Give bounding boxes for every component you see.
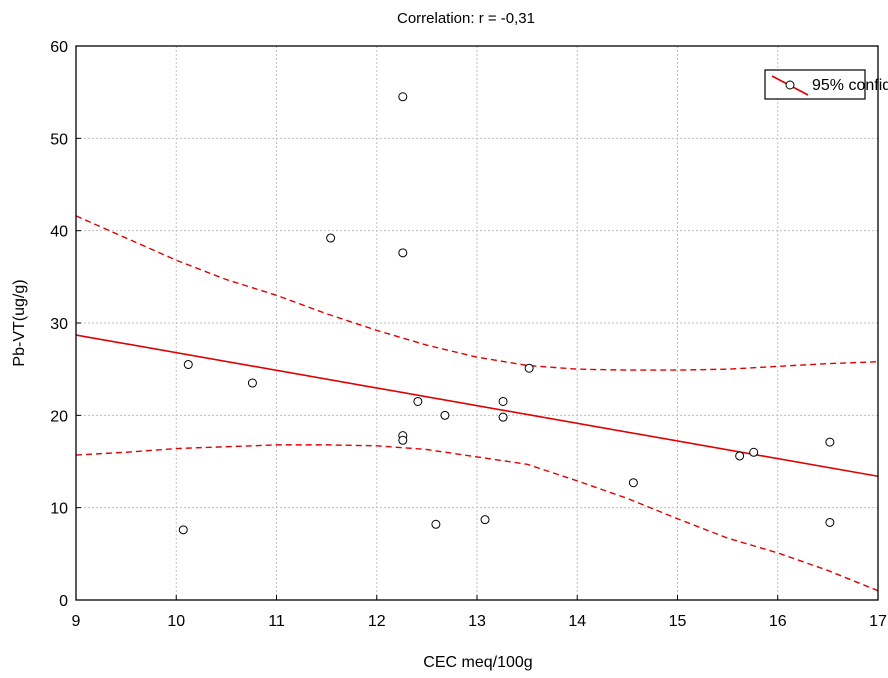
y-tick-label: 10 bbox=[50, 501, 68, 518]
axis-ticks: 9 10 11 12 13 14 15 16 17 0 10 20 30 40 50 60 bbox=[50, 39, 887, 630]
data-point bbox=[440, 410, 450, 420]
legend: 95% confidence bbox=[764, 69, 888, 100]
data-point bbox=[735, 451, 745, 461]
data-point bbox=[431, 519, 441, 529]
y-tick-label: 30 bbox=[50, 316, 68, 333]
data-point bbox=[480, 515, 490, 525]
data-point bbox=[498, 412, 508, 422]
x-tick-label: 10 bbox=[167, 613, 185, 630]
legend-label: 95% confidence bbox=[812, 77, 888, 94]
y-axis-label: Pb-VT(ug/g) bbox=[11, 279, 28, 366]
data-point bbox=[825, 437, 835, 447]
chart-title: Correlation: r = -0,31 bbox=[397, 10, 535, 27]
x-tick-label: 15 bbox=[669, 613, 687, 630]
regression-line bbox=[76, 334, 878, 478]
data-point bbox=[183, 360, 193, 370]
data-point bbox=[398, 248, 408, 258]
y-tick-label: 50 bbox=[50, 131, 68, 148]
data-point bbox=[178, 525, 188, 535]
x-tick-label: 9 bbox=[72, 613, 81, 630]
y-tick-label: 40 bbox=[50, 224, 68, 241]
data-point bbox=[326, 233, 336, 243]
data-point bbox=[628, 478, 638, 488]
data-point bbox=[749, 447, 759, 457]
confidence-upper-band bbox=[76, 215, 878, 371]
y-tick-label: 60 bbox=[50, 39, 68, 56]
x-tick-label: 14 bbox=[568, 613, 586, 630]
data-point bbox=[398, 435, 408, 445]
data-point bbox=[498, 396, 508, 406]
confidence-lower-band bbox=[76, 444, 878, 592]
data-point bbox=[524, 363, 534, 373]
legend-marker-swatch bbox=[785, 80, 795, 90]
y-tick-label: 0 bbox=[59, 593, 68, 610]
x-axis-label: CEC meq/100g bbox=[423, 654, 532, 671]
x-tick-label: 17 bbox=[869, 613, 887, 630]
data-point bbox=[398, 92, 408, 102]
legend-box bbox=[764, 69, 866, 100]
x-tick-label: 16 bbox=[769, 613, 787, 630]
data-point bbox=[825, 517, 835, 527]
points-layer bbox=[178, 92, 835, 535]
data-point bbox=[413, 396, 423, 406]
x-tick-label: 12 bbox=[368, 613, 386, 630]
series-layer bbox=[76, 215, 878, 592]
x-tick-label: 13 bbox=[468, 613, 486, 630]
grid bbox=[76, 46, 878, 600]
y-tick-label: 20 bbox=[50, 408, 68, 425]
x-tick-label: 11 bbox=[268, 613, 285, 630]
data-point bbox=[247, 378, 257, 388]
